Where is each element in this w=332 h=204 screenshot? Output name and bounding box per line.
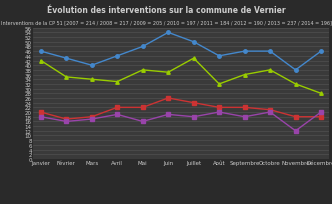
Text: Évolution des interventions sur la commune de Vernier: Évolution des interventions sur la commu…: [47, 6, 285, 15]
Text: Interventions de la CP 51 [2007 = 214 / 2008 = 217 / 2009 = 205 / 2010 = 197 / 2: Interventions de la CP 51 [2007 = 214 / …: [1, 20, 331, 25]
